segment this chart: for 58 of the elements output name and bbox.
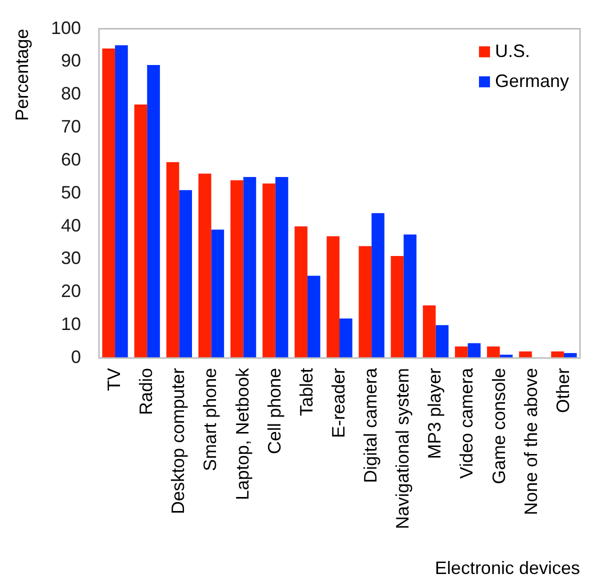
bar [519,351,532,358]
bar [102,48,116,358]
x-tick-label: Video camera [456,367,477,479]
bar [340,318,352,358]
legend-label: Germany [494,70,570,91]
bar [275,176,288,358]
y-tick-label: 100 [50,18,81,38]
bar [147,65,160,358]
bar [115,45,128,358]
bar [243,176,256,358]
x-tick-label: TV [104,368,124,392]
bar [372,213,384,358]
y-tick-label: 60 [60,149,81,170]
bar [487,346,500,358]
x-tick-label: Radio [136,368,156,416]
bar [564,353,577,358]
bar [211,230,224,358]
bar [436,325,449,358]
bar [422,305,436,358]
bar [166,162,180,358]
bar [404,234,416,358]
bar [454,346,468,358]
bar [230,180,244,358]
y-axis-title: Percentage [12,28,32,121]
y-tick-label: 50 [60,182,81,202]
y-tick-label: 10 [60,314,81,334]
x-tick-label: MP3 player [424,368,445,460]
y-tick-label: 40 [60,215,81,236]
bar [390,256,404,358]
bar [551,351,564,358]
legend-label: U.S. [494,40,530,61]
x-axis-title: Electronic devices [434,558,580,578]
bar [198,174,212,358]
bar [179,190,192,358]
x-tick-label: None of the above [520,368,541,516]
x-tick-label: Navigational system [392,368,413,530]
y-tick-label: 30 [60,248,81,268]
y-tick-label: 0 [70,346,81,367]
y-tick-label: 70 [60,116,81,137]
bar [326,236,340,358]
x-tick-label: Smart phone [200,368,220,472]
y-tick-label: 80 [60,84,81,104]
bar [294,226,308,358]
y-tick-label: 20 [60,281,81,302]
x-tick-label: Game console [488,368,509,484]
x-tick-label: Other [552,368,573,414]
bar [262,184,276,358]
bar [358,246,372,358]
bar [134,104,148,358]
x-tick-label: Desktop computer [168,368,188,514]
x-tick-label: Laptop, Netbook [232,367,252,500]
x-tick-label: Cell phone [264,368,284,454]
bar [307,276,320,358]
x-tick-label: E-reader [328,368,348,438]
x-tick-label: Tablet [296,368,316,416]
x-tick-label: Digital camera [360,367,381,484]
y-tick-label: 90 [60,50,81,71]
bar [468,343,481,358]
